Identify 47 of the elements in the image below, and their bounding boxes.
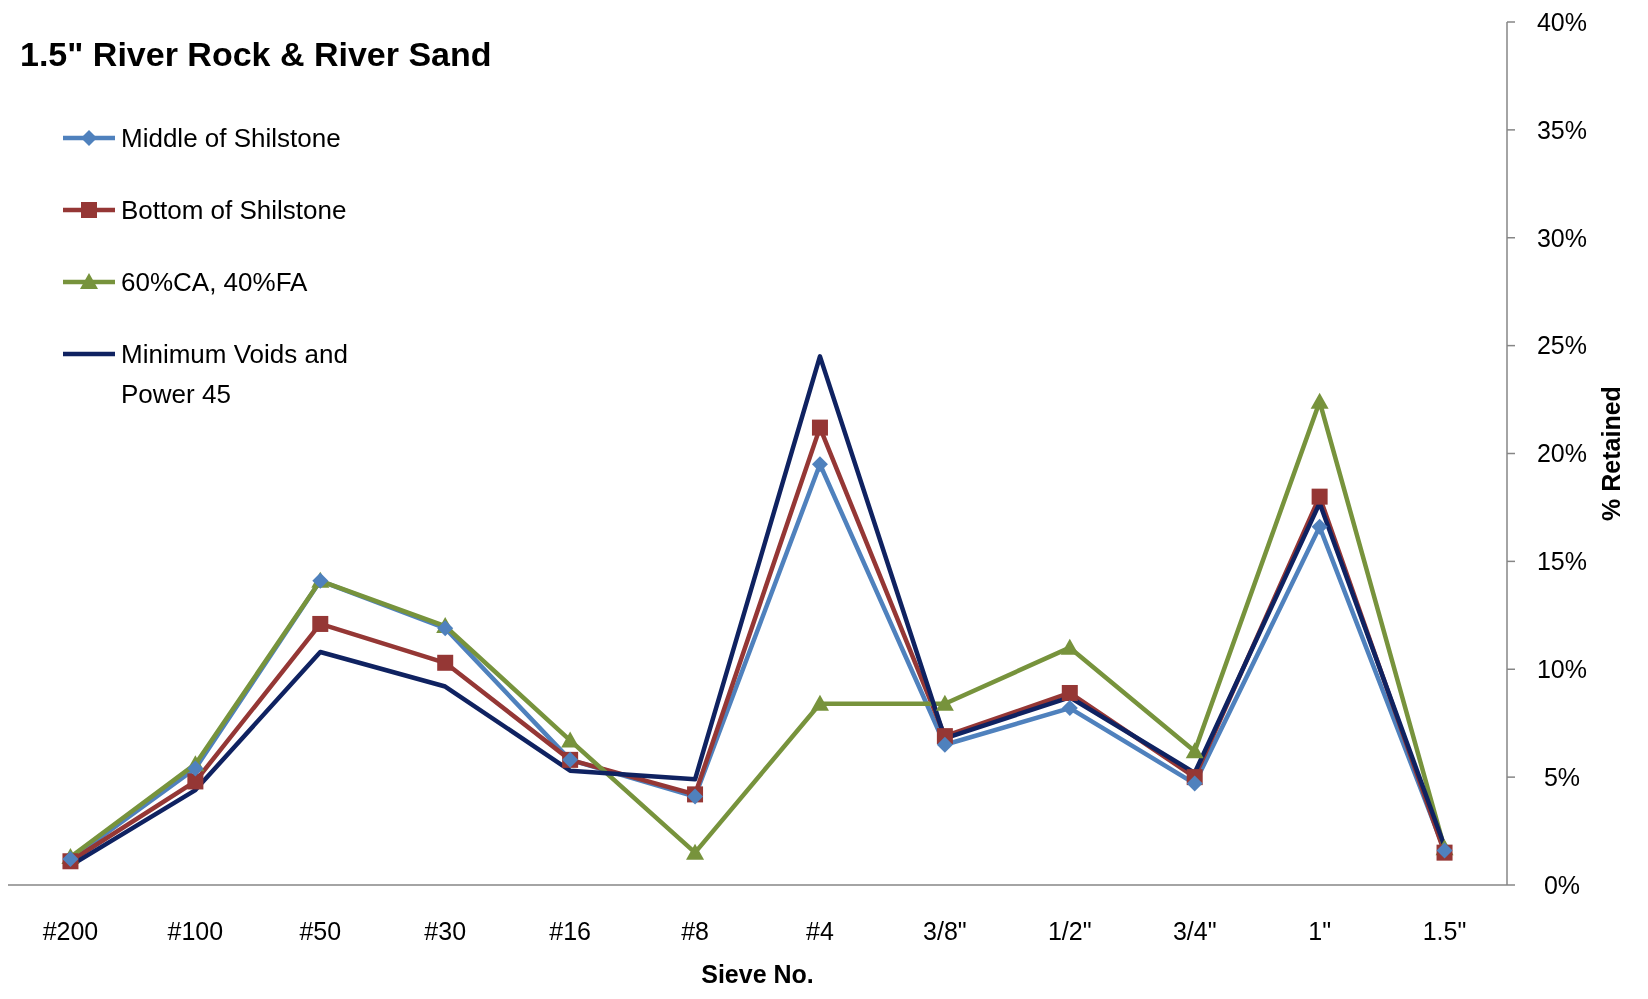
- legend-label: Middle of Shilstone: [121, 123, 341, 154]
- legend-label: 60%CA, 40%FA: [121, 267, 309, 298]
- point: [935, 694, 954, 711]
- point: [686, 843, 705, 860]
- x-tick-label: #50: [299, 917, 342, 945]
- x-axis-title: Sieve No.: [701, 960, 814, 988]
- x-tick-label: #8: [681, 917, 709, 945]
- point: [312, 615, 329, 632]
- x-tick-label: #16: [549, 917, 591, 945]
- point: [1060, 638, 1079, 655]
- point: [1061, 684, 1078, 701]
- x-tick-label: 3/8": [923, 917, 967, 945]
- x-tick-label: 1.5": [1422, 917, 1467, 945]
- y-tick-label: 20%: [1536, 439, 1588, 468]
- y-tick-label: 25%: [1536, 331, 1588, 360]
- legend-label: Minimum Voids and Power 45: [121, 339, 348, 410]
- y-tick-label: 10%: [1536, 655, 1588, 683]
- y-tick-label: 5%: [1543, 762, 1581, 791]
- point: [1310, 392, 1329, 409]
- point: [561, 731, 580, 748]
- x-tick-label: #200: [42, 917, 99, 945]
- y-tick-label: 30%: [1536, 223, 1588, 252]
- x-tick-label: 1": [1308, 917, 1332, 945]
- x-tick-label: 1/2": [1047, 917, 1092, 945]
- point: [810, 694, 829, 711]
- point: [1185, 742, 1204, 759]
- point: [936, 736, 953, 753]
- y-tick-label: 0%: [1543, 870, 1581, 899]
- point: [1311, 488, 1328, 505]
- point: [811, 456, 828, 473]
- legend-label: Bottom of Shilstone: [121, 195, 347, 226]
- point: [1186, 775, 1203, 792]
- x-tick-label: 3/4": [1172, 917, 1217, 945]
- point: [187, 773, 204, 790]
- x-tick-label: #4: [806, 917, 834, 945]
- point: [1311, 518, 1328, 535]
- y-axis-title: % Retained: [1597, 386, 1625, 521]
- y-tick-label: 15%: [1536, 547, 1588, 576]
- point: [437, 654, 454, 671]
- y-tick-label: 35%: [1536, 115, 1588, 144]
- point: [187, 760, 204, 777]
- chart-title: 1.5" River Rock & River Sand: [20, 35, 492, 73]
- point: [1061, 700, 1078, 717]
- point: [811, 419, 828, 436]
- x-tick-label: #100: [167, 917, 224, 945]
- x-tick-label: #30: [424, 917, 467, 945]
- y-tick-label: 40%: [1536, 7, 1588, 36]
